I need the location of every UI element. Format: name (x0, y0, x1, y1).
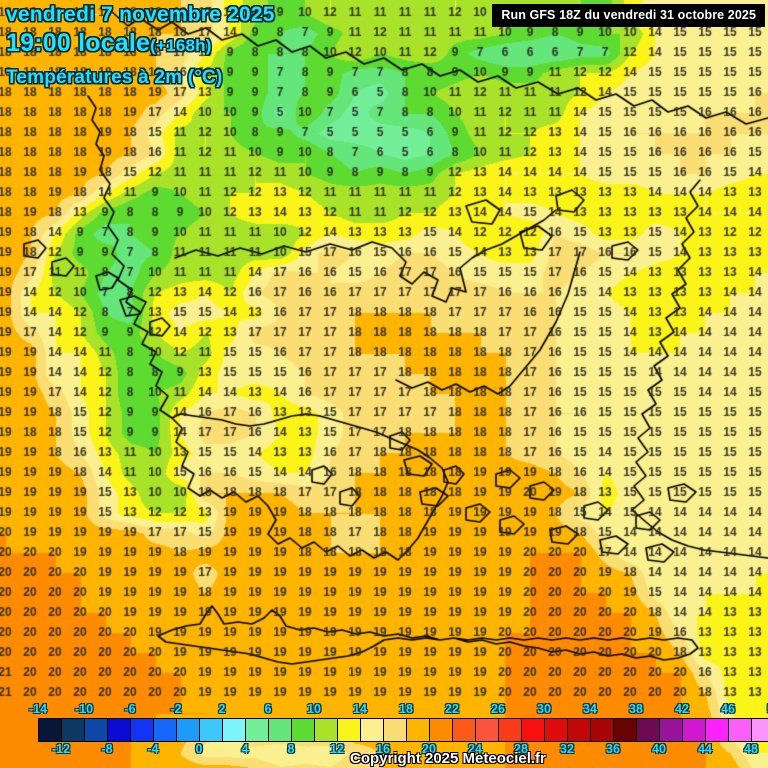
legend-swatch[interactable] (222, 718, 245, 742)
legend-swatch[interactable] (153, 718, 176, 742)
legend-tick-label: 32 (560, 742, 574, 756)
legend-swatch[interactable] (107, 718, 130, 742)
legend-swatch[interactable] (521, 718, 544, 742)
legend-tick-label: -8 (101, 742, 113, 756)
legend-swatch[interactable] (682, 718, 705, 742)
legend-swatch[interactable] (84, 718, 107, 742)
legend-tick-label: 0 (195, 742, 203, 756)
legend-tick-label: 18 (399, 702, 413, 716)
legend-swatch[interactable] (636, 718, 659, 742)
legend-tick-label: -14 (28, 702, 48, 716)
legend-tick-label: 28 (514, 742, 528, 756)
legend-tick-label: 44 (698, 742, 712, 756)
legend-swatch[interactable] (590, 718, 613, 742)
legend-swatch[interactable] (383, 718, 406, 742)
legend-swatch[interactable] (337, 718, 360, 742)
legend-tick-label: -10 (74, 702, 94, 716)
legend-tick-label: 6 (264, 702, 272, 716)
legend-swatch[interactable] (498, 718, 521, 742)
legend-tick-label: 36 (606, 742, 620, 756)
legend-swatch[interactable] (130, 718, 153, 742)
legend-swatch[interactable] (245, 718, 268, 742)
forecast-offset-value: (+168h) (150, 36, 212, 55)
legend-swatch[interactable] (406, 718, 429, 742)
legend-tick-label: -2 (170, 702, 182, 716)
legend-tick-label: 24 (468, 742, 482, 756)
legend-swatch[interactable] (314, 718, 337, 742)
legend-swatch[interactable] (360, 718, 383, 742)
legend-tick-label: 10 (307, 702, 321, 716)
forecast-date-label: vendredi 7 novembre 2025 (6, 3, 275, 26)
legend-swatch[interactable] (176, 718, 199, 742)
color-scale-legend[interactable] (38, 718, 768, 742)
legend-tick-label: 38 (629, 702, 643, 716)
copyright-notice: Copyright 2025 Meteociel.fr (350, 750, 546, 767)
legend-swatch[interactable] (452, 718, 475, 742)
forecast-time-label: 19:00 locale(+168h) (6, 29, 212, 58)
legend-swatch[interactable] (291, 718, 314, 742)
legend-tick-label: 42 (675, 702, 689, 716)
legend-tick-label: 14 (353, 702, 367, 716)
legend-swatch[interactable] (38, 718, 61, 742)
legend-tick-label: 2 (218, 702, 226, 716)
legend-tick-label: 30 (537, 702, 551, 716)
legend-swatch[interactable] (613, 718, 636, 742)
legend-tick-label: 20 (422, 742, 436, 756)
legend-tick-label: 46 (721, 702, 735, 716)
legend-swatch[interactable] (429, 718, 452, 742)
legend-swatch[interactable] (268, 718, 291, 742)
legend-swatch[interactable] (61, 718, 84, 742)
legend-tick-label: 26 (491, 702, 505, 716)
legend-tick-label: 40 (652, 742, 666, 756)
legend-swatch[interactable] (705, 718, 728, 742)
legend-swatch[interactable] (659, 718, 682, 742)
legend-tick-label: -12 (51, 742, 71, 756)
forecast-time-value: 19:00 locale (6, 29, 151, 57)
legend-tick-label: -6 (124, 702, 136, 716)
legend-tick-label: 22 (445, 702, 459, 716)
legend-tick-label: 48 (744, 742, 758, 756)
legend-tick-label: 8 (287, 742, 295, 756)
legend-tick-label: 12 (330, 742, 344, 756)
legend-swatch[interactable] (728, 718, 751, 742)
forecast-variable-label: Températures à 2m (°C) (6, 67, 223, 88)
model-run-info: Run GFS 18Z du vendredi 31 octobre 2025 (492, 4, 765, 27)
legend-swatch[interactable] (567, 718, 590, 742)
legend-swatch[interactable] (751, 718, 768, 742)
legend-swatch[interactable] (544, 718, 567, 742)
legend-tick-label: 34 (583, 702, 597, 716)
legend-swatch[interactable] (475, 718, 498, 742)
legend-swatch[interactable] (199, 718, 222, 742)
legend-tick-label: 4 (241, 742, 249, 756)
legend-tick-label: 16 (376, 742, 390, 756)
legend-tick-label: -4 (147, 742, 159, 756)
